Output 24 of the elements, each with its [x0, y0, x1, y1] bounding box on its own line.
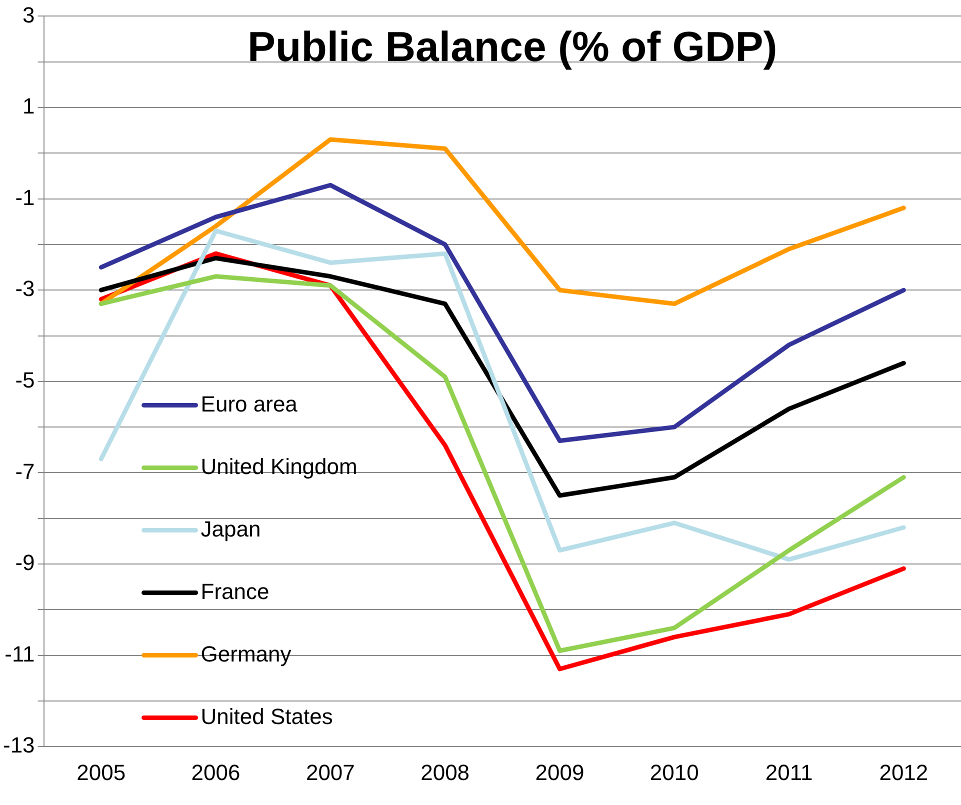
x-tick-label: 2005	[76, 760, 126, 785]
legend-label: Germany	[200, 641, 292, 666]
y-tick-label: -3	[15, 276, 35, 302]
legend-label: United Kingdom	[200, 454, 358, 479]
x-tick-label: 2009	[535, 760, 584, 785]
y-tick-label: 3	[22, 2, 35, 28]
x-tick-label: 2012	[879, 760, 928, 785]
y-tick-label: -1	[15, 184, 35, 210]
chart-title: Public Balance (% of GDP)	[248, 22, 778, 70]
x-tick-label: 2010	[650, 760, 699, 785]
x-tick-label: 2006	[191, 760, 240, 785]
legend-label: France	[200, 578, 270, 604]
legend-label: Euro area	[200, 391, 298, 416]
y-tick-label: -5	[15, 367, 35, 392]
x-tick-label: 2008	[420, 760, 470, 785]
x-tick-label: 2011	[765, 760, 813, 785]
y-tick-label: -9	[15, 550, 35, 576]
y-tick-label: -7	[15, 458, 35, 484]
legend-label: United States	[200, 704, 333, 729]
y-tick-label: -11	[4, 641, 35, 666]
legend-label: Japan	[200, 516, 261, 542]
y-tick-label: 1	[22, 94, 35, 119]
y-tick-label: -13	[3, 732, 35, 758]
x-tick-label: 2007	[306, 760, 355, 785]
